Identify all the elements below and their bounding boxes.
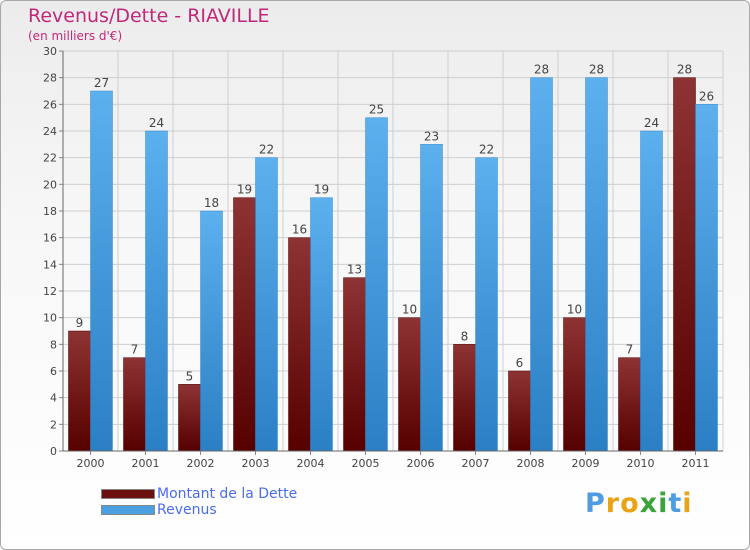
bar-revenue-label: 19 — [314, 183, 329, 197]
bar-debt — [343, 277, 366, 452]
bar-revenue — [475, 157, 498, 452]
bar-debt-label: 10 — [567, 303, 582, 317]
y-tick-label: 2 — [50, 418, 57, 431]
y-tick-label: 8 — [50, 338, 57, 351]
y-tick-label: 30 — [43, 45, 57, 58]
bar-debt — [288, 237, 311, 452]
legend-swatch-revenue — [101, 505, 155, 515]
bar-revenue-label: 23 — [424, 129, 439, 143]
data-labels: 9 27 7 24 5 18 19 22 16 19 13 25 10 23 8 22 6 28 10 28 7 24 28… — [76, 63, 714, 384]
y-tick-label: 16 — [43, 232, 57, 245]
y-tick-label: 10 — [43, 312, 57, 325]
grid — [62, 50, 724, 452]
brand-letter: o — [620, 488, 640, 519]
y-tick-label: 0 — [50, 445, 57, 458]
x-tick-label: 2002 — [187, 457, 215, 470]
bar-debt-label: 13 — [347, 263, 362, 277]
bar-revenue-label: 26 — [699, 89, 714, 103]
bar-revenue — [310, 197, 333, 452]
bar-debt — [453, 344, 476, 452]
bar-revenue-label: 28 — [534, 63, 549, 77]
bar-revenue-label: 28 — [589, 63, 604, 77]
y-tick-label: 28 — [43, 72, 57, 85]
bar-revenue — [90, 90, 113, 452]
bar-debt-label: 8 — [461, 329, 469, 343]
bar-revenue — [585, 77, 608, 452]
brand-letter: i — [658, 488, 669, 519]
x-tick-label: 2001 — [132, 457, 160, 470]
brand-letter: r — [605, 488, 621, 519]
bar-debt-label: 19 — [237, 183, 252, 197]
bar-debt — [398, 317, 421, 452]
brand-logo: Proxiti — [585, 488, 693, 519]
bar-revenue — [200, 210, 223, 452]
chart-title: Revenus/Dette - RIAVILLE — [28, 5, 270, 27]
bars — [68, 77, 718, 452]
bar-debt — [508, 370, 531, 452]
chart-subtitle: (en milliers d'€) — [28, 29, 123, 43]
bar-debt-label: 16 — [292, 223, 307, 237]
legend-label-debt: Montant de la Dette — [157, 486, 298, 502]
bar-debt-label: 10 — [402, 303, 417, 317]
x-tick-label: 2010 — [627, 457, 655, 470]
x-tick-label: 2005 — [352, 457, 380, 470]
legend-label-revenue: Revenus — [157, 502, 217, 518]
x-tick-label: 2011 — [682, 457, 710, 470]
bar-debt — [618, 357, 641, 452]
bar-debt — [563, 317, 586, 452]
bar-debt-label: 6 — [516, 356, 524, 370]
bar-revenue — [530, 77, 553, 452]
bar-debt — [673, 77, 696, 452]
bar-revenue-label: 18 — [204, 196, 219, 210]
brand-letter: P — [585, 488, 606, 519]
x-tick-label: 2007 — [462, 457, 490, 470]
bar-revenue-label: 24 — [644, 116, 659, 130]
bar-debt-label: 9 — [76, 316, 84, 330]
bar-revenue-label: 27 — [94, 76, 109, 90]
brand-letter: x — [639, 488, 659, 519]
bar-revenue-label: 24 — [149, 116, 164, 130]
bar-revenue — [640, 130, 663, 452]
y-tick-label: 22 — [43, 152, 57, 165]
bar-revenue — [695, 104, 718, 452]
bar-revenue — [420, 144, 443, 452]
x-tick-label: 2004 — [297, 457, 325, 470]
bar-revenue — [365, 117, 388, 452]
y-tick-label: 26 — [43, 98, 57, 111]
bar-debt — [233, 197, 256, 452]
x-tick-label: 2009 — [572, 457, 600, 470]
y-tick-label: 24 — [43, 125, 57, 138]
legend-swatch-debt — [101, 489, 155, 499]
bar-debt — [123, 357, 146, 452]
bar-revenue-label: 25 — [369, 103, 384, 117]
brand-letter: t — [668, 488, 683, 519]
bar-revenue — [145, 130, 168, 452]
bar-revenue — [255, 157, 278, 452]
bar-revenue-label: 22 — [259, 143, 274, 157]
x-tick-label: 2000 — [77, 457, 105, 470]
bar-debt-label: 28 — [677, 63, 692, 77]
brand-letter: i — [682, 488, 693, 519]
y-tick-label: 14 — [43, 258, 57, 271]
y-tick-label: 6 — [50, 365, 57, 378]
bar-debt-label: 7 — [626, 343, 634, 357]
y-tick-label: 20 — [43, 178, 57, 191]
y-tick-label: 4 — [50, 392, 57, 405]
x-tick-label: 2008 — [517, 457, 545, 470]
bar-debt-label: 7 — [131, 343, 139, 357]
x-tick-label: 2003 — [242, 457, 270, 470]
bar-debt — [68, 330, 91, 452]
bar-revenue-label: 22 — [479, 143, 494, 157]
bar-debt-label: 5 — [186, 369, 194, 383]
x-tick-label: 2006 — [407, 457, 435, 470]
bar-debt — [178, 384, 201, 452]
y-tick-label: 18 — [43, 205, 57, 218]
y-tick-label: 12 — [43, 285, 57, 298]
